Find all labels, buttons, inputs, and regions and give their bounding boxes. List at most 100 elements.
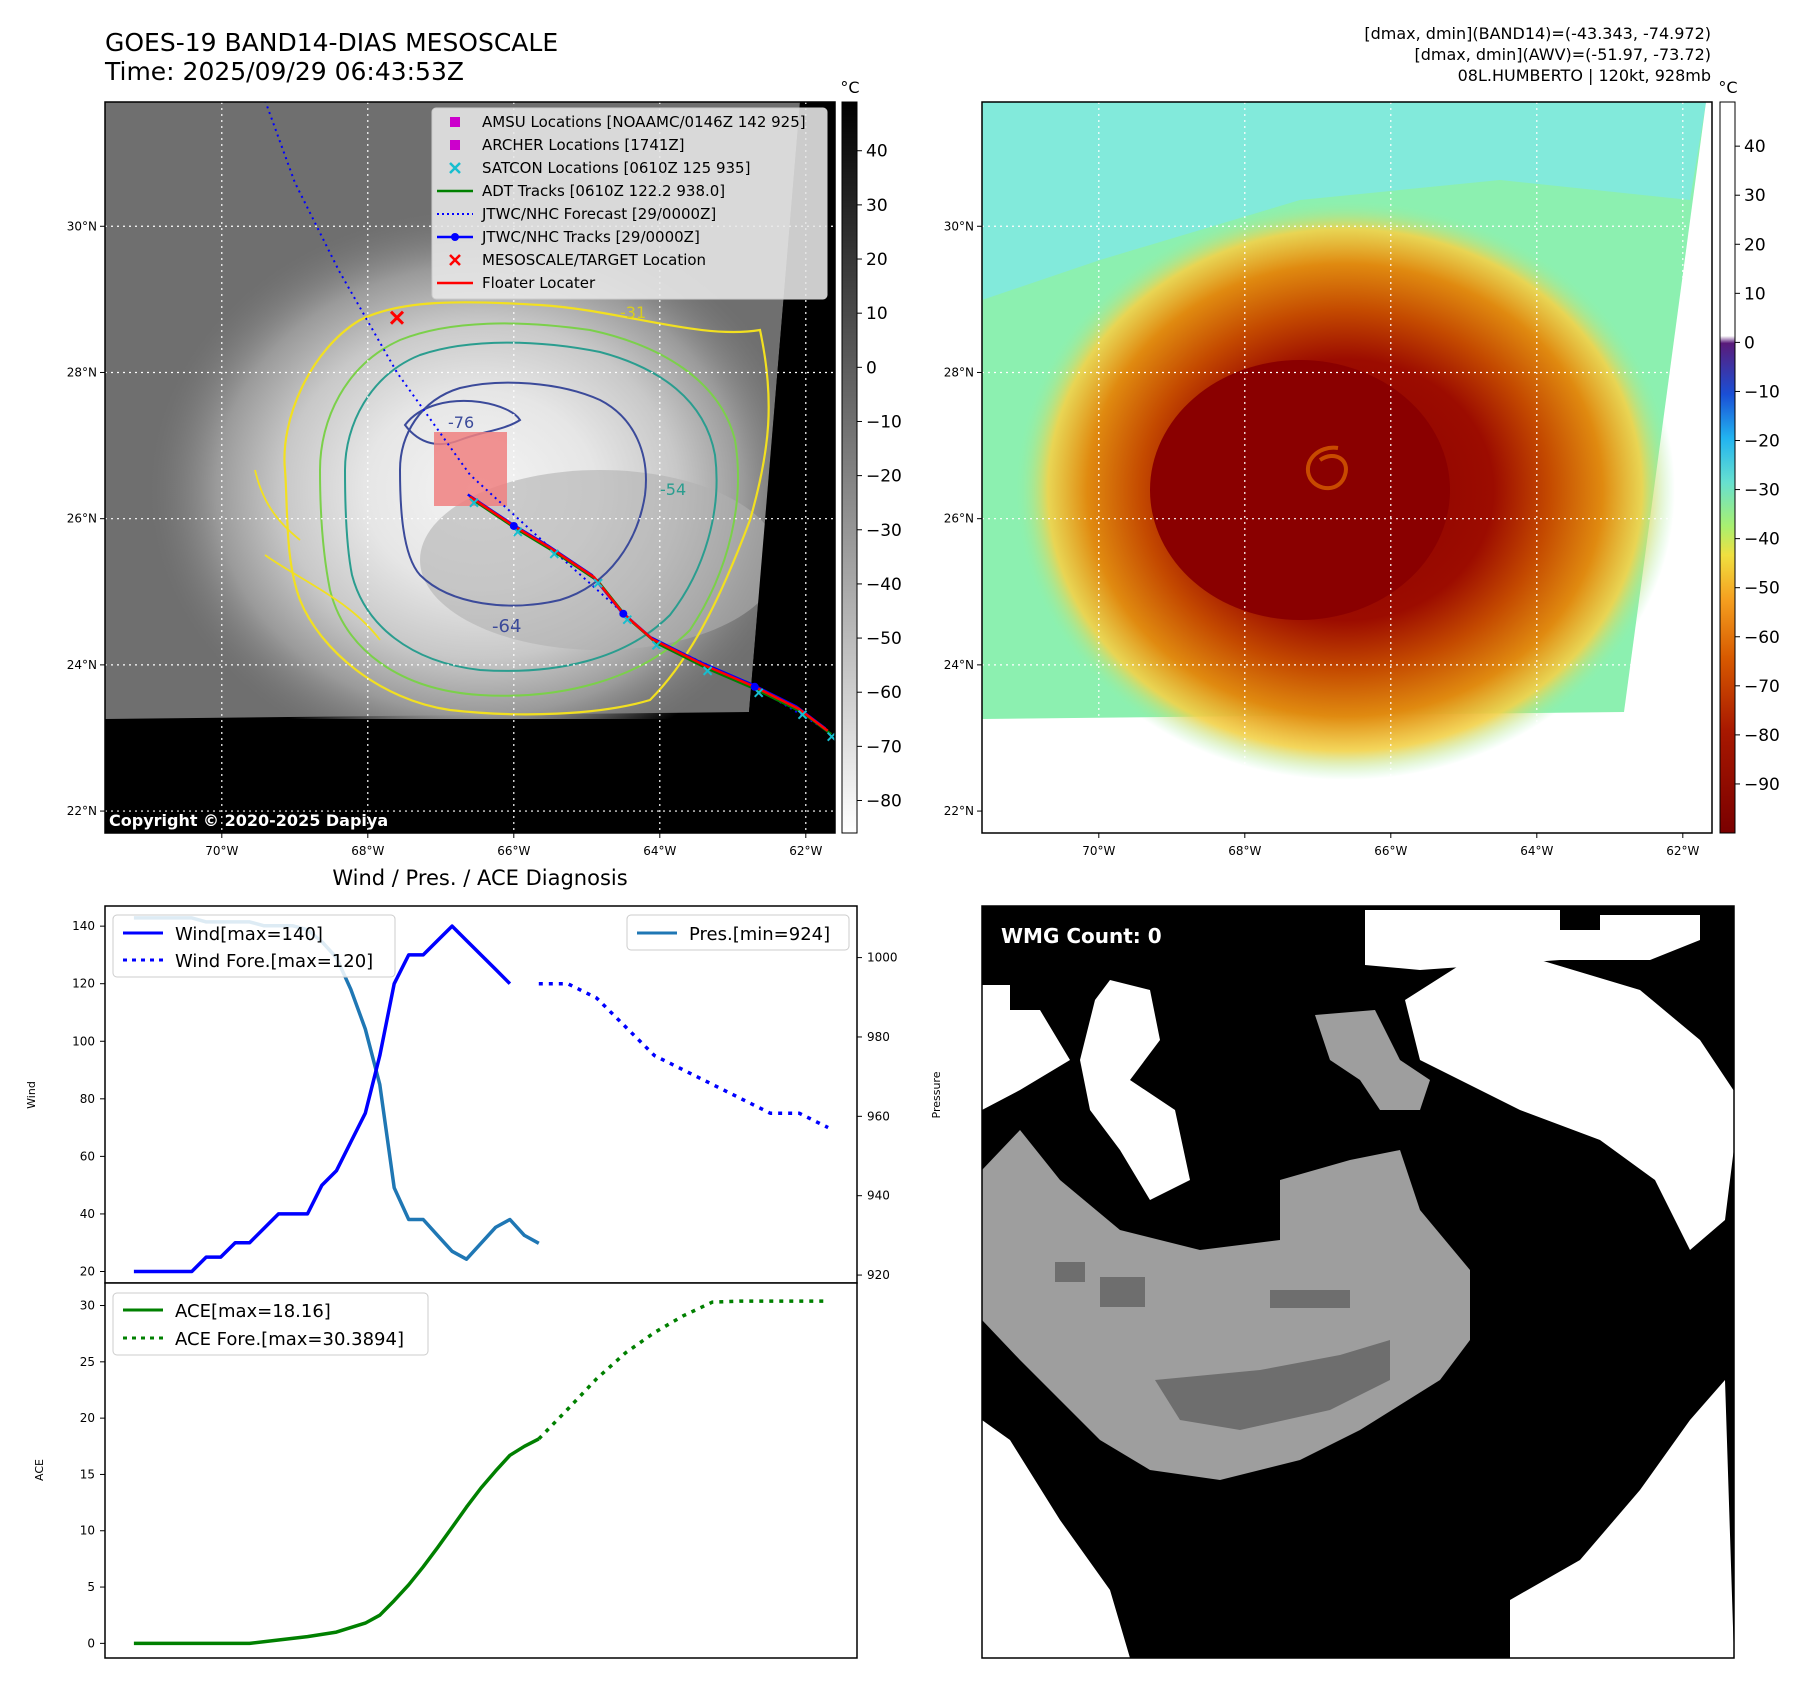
figure-title-line1: GOES-19 BAND14-DIAS MESOSCALE (105, 28, 558, 57)
y-tick-label: 15 (80, 1467, 95, 1481)
y-tick-label: 100 (72, 1034, 95, 1048)
satcon-markers (469, 498, 835, 742)
satcon-marker (797, 710, 808, 720)
ir-gray-map: -31 -76 -54 -64 Copyright © 2020-2025 Da… (67, 101, 836, 858)
series-line (133, 1437, 540, 1646)
legend-label: SATCON Locations [0610Z 125 935] (482, 159, 750, 177)
wmg-frame (981, 905, 1735, 1659)
legend-label: JTWC/NHC Tracks [29/0000Z] (481, 228, 700, 246)
colorbar-tick-label: 10 (1744, 284, 1766, 304)
gray-colorbar-unit: °C (840, 78, 859, 97)
colorbar-tick-label: −40 (866, 575, 902, 595)
lon-label: 66°W (1374, 844, 1407, 858)
map-legend: AMSU Locations [NOAAMC/0146Z 142 925] ARC… (431, 107, 828, 300)
gray-colorbar: °C 40 30 20 10 0 −10 −20 −30 −40 −50 −60 −70 −80 (840, 78, 902, 834)
cyan-region (982, 102, 1706, 300)
legend-label: ADT Tracks [0610Z 122.2 938.0] (482, 182, 725, 200)
legend-label: ARCHER Locations [1741Z] (482, 136, 685, 154)
floater-locater-line (469, 495, 829, 732)
contour-inner-navy (398, 381, 647, 607)
y-tick-label: 20 (80, 1411, 95, 1425)
legend-label: JTWC/NHC Forecast [29/0000Z] (481, 205, 716, 223)
wind-axis-label: Wind (25, 1081, 38, 1109)
pressure-legend-label: Pres.[min=924] (689, 924, 830, 945)
wmg-dark-gray (1155, 1340, 1390, 1430)
wmg-white-center (1080, 980, 1190, 1200)
lon-label: 70°W (205, 844, 238, 858)
contour-label-2: -76 (448, 413, 474, 432)
band-edge-mask (105, 719, 835, 833)
lon-label: 64°W (1520, 844, 1553, 858)
lon-label: 62°W (789, 844, 822, 858)
color-colorbar: °C 40 30 20 10 0 −10 −20 −30 −40 −50 −60 −70 −80 −90 (1718, 78, 1780, 834)
y-tick-label: 140 (72, 919, 95, 933)
colorbar-tick-label: −70 (1744, 677, 1780, 697)
contour-label-1: -31 (620, 303, 646, 322)
wind-fore-legend-label: Wind Fore.[max=120] (175, 951, 373, 972)
colorbar-tick-label: 10 (866, 304, 888, 324)
y-tick-label: 920 (867, 1268, 890, 1282)
pressure-legend: Pres.[min=924] (626, 914, 850, 951)
colorbar-tick-label: 30 (1744, 186, 1766, 206)
satcon-marker (651, 640, 662, 650)
colorbar-tick-label: 20 (866, 250, 888, 270)
y-tick-label: 20 (80, 1264, 95, 1278)
y-tick-label: 0 (87, 1636, 95, 1650)
legend-marker-square (450, 117, 460, 127)
diagnosis-title: Wind / Pres. / ACE Diagnosis (332, 866, 627, 890)
jtwc-track-point (750, 682, 759, 691)
copyright: Copyright © 2020-2025 Dapiya (109, 811, 388, 830)
colorbar-tick-label: −60 (1744, 628, 1780, 648)
wmg-white-bottom-right (1510, 1380, 1734, 1658)
colorbar-tick-label: 30 (866, 196, 888, 216)
contour-spiral-yellow (254, 469, 381, 641)
wmg-panel: WMG Count: 0 (981, 905, 1740, 1659)
y-tick-label: 60 (80, 1149, 95, 1163)
wmg-white-right (1405, 960, 1740, 1250)
lat-label: 28°N (944, 365, 974, 379)
ace-panel: 0 5 10 15 20 25 30 ACE ACE[max=18.16] ACE Fore… (33, 1282, 858, 1659)
wind-legend-label: Wind[max=140] (175, 924, 323, 945)
series-line (538, 981, 829, 1130)
colorbar-tick-label: −30 (866, 521, 902, 541)
colorbar-tick-label: 0 (1744, 333, 1755, 353)
map2-frame (981, 101, 1713, 834)
legend-label: Floater Locater (482, 274, 596, 292)
wmg-gray-arm (1315, 1010, 1430, 1110)
lon-label: 68°W (1228, 844, 1261, 858)
colorbar-tick-label: 40 (866, 142, 888, 162)
info-line-3: 08L.HUMBERTO | 120kt, 928mb (1458, 66, 1711, 85)
colorbar-tick-label: −40 (1744, 530, 1780, 550)
satcon-marker (549, 549, 560, 559)
colorbar-tick-label: −20 (1744, 432, 1780, 452)
ace-fore-legend-label: ACE Fore.[max=30.3894] (175, 1329, 404, 1350)
wmg-white-bottom-left (982, 1420, 1130, 1658)
colorbar-tick-label: −20 (866, 467, 902, 487)
contour-green-1 (318, 322, 739, 697)
satcon-marker (469, 498, 479, 508)
legend-marker-square (450, 140, 460, 150)
target-marker (389, 310, 405, 325)
satcon-marker (593, 578, 603, 588)
map1-axis-labels: 30°N 28°N 26°N 24°N 22°N 70°W 68°W 66°W 64°W 62°W (67, 219, 823, 858)
colorbar-tick-label: −80 (866, 792, 902, 812)
colorbar-tick-label: 0 (866, 358, 877, 378)
lat-label: 22°N (944, 804, 974, 818)
contour-outer-yellow (283, 301, 770, 716)
y-tick-label: 25 (80, 1355, 95, 1369)
wind-legend: Wind[max=140] Wind Fore.[max=120] (112, 914, 396, 978)
colorbar-tick-label: 20 (1744, 235, 1766, 255)
colorbar-tick-label: −50 (1744, 579, 1780, 599)
lat-label: 22°N (67, 804, 97, 818)
y-tick-label: 10 (80, 1524, 95, 1538)
eye-spiral (1306, 445, 1348, 491)
info-line-2: [dmax, dmin](AWV)=(-51.97, -73.72) (1414, 45, 1711, 64)
colorbar-tick-label: −70 (866, 737, 902, 757)
colorbar-tick-label: −30 (1744, 481, 1780, 501)
wind-pressure-panel: 20 40 60 80 100 120 140 920 940 960 980 1000 Wind … (25, 905, 943, 1284)
map1-frame (104, 101, 836, 834)
colorbar-tick-label: −80 (1744, 726, 1780, 746)
lon-label: 66°W (497, 844, 530, 858)
y-tick-label: 80 (80, 1092, 95, 1106)
y-tick-label: 960 (867, 1109, 890, 1123)
